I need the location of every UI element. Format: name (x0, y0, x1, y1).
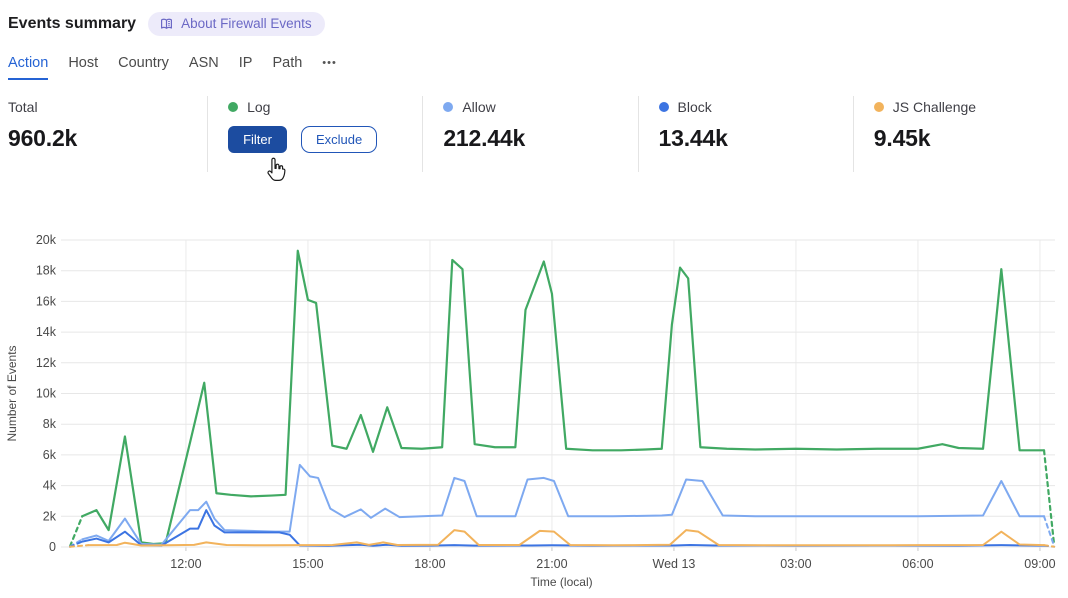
stat-label-row: Block (658, 98, 853, 116)
header: Events summary About Firewall Events (0, 0, 1068, 36)
stat-label: Total (8, 98, 38, 115)
stat-label-row: Log (228, 98, 422, 116)
x-tick-label: 12:00 (170, 557, 201, 571)
y-tick-label: 12k (36, 356, 57, 370)
chart-axis-labels: 0 2k 4k 6k 8k 10k 12k 14k 16k 18k 20k 12:00 15:00 18:… (5, 233, 1056, 589)
y-tick-label: 6k (43, 448, 57, 462)
tab-asn[interactable]: ASN (189, 56, 219, 80)
x-tick-label: 03:00 (780, 557, 811, 571)
tab-ip[interactable]: IP (239, 56, 253, 80)
stat-label-row: Allow (443, 98, 637, 116)
stat-card-allow[interactable]: Allow 212.44k (422, 95, 637, 172)
stat-card-block[interactable]: Block 13.44k (637, 95, 853, 172)
tabs-overflow-button[interactable]: ••• (322, 57, 337, 80)
page-title: Events summary (8, 15, 137, 32)
chart-grid (61, 239, 1055, 551)
stat-label: Log (247, 98, 271, 115)
tab-host[interactable]: Host (68, 56, 98, 80)
x-tick-label: 06:00 (902, 557, 933, 571)
y-tick-label: 10k (36, 387, 57, 401)
x-tick-label: 18:00 (414, 557, 445, 571)
y-tick-label: 4k (43, 479, 57, 493)
y-tick-label: 18k (36, 264, 57, 278)
x-tick-label: Wed 13 (653, 557, 696, 571)
y-tick-label: 16k (36, 294, 57, 308)
stat-value-js-challenge: 9.45k (873, 124, 931, 151)
tab-country[interactable]: Country (118, 56, 169, 80)
groupby-tabs: Action Host Country ASN IP Path ••• (0, 36, 1068, 80)
stat-label: Allow (462, 98, 496, 115)
stat-label: JS Challenge (892, 98, 977, 115)
legend-dot-allow (443, 101, 454, 112)
stat-label: Block (677, 98, 712, 115)
tab-path[interactable]: Path (272, 56, 302, 80)
y-tick-label: 8k (43, 417, 57, 431)
x-tick-label: 15:00 (292, 557, 323, 571)
stat-label-row: Total (8, 98, 207, 116)
x-axis-title: Time (local) (530, 575, 592, 589)
y-axis-title: Number of Events (5, 345, 19, 441)
x-tick-label: 21:00 (536, 557, 567, 571)
legend-dot-log (228, 101, 239, 112)
stat-value-allow: 212.44k (443, 124, 526, 151)
y-tick-label: 2k (43, 509, 57, 523)
stats-row: Total 960.2k Log Filter Exclude Allow 212.44k B… (0, 95, 1068, 172)
stat-card-js-challenge[interactable]: JS Challenge 9.45k (852, 95, 1068, 172)
stat-card-log[interactable]: Log Filter Exclude (207, 95, 422, 172)
tab-action[interactable]: Action (8, 56, 49, 80)
stat-card-total[interactable]: Total 960.2k (0, 96, 207, 172)
about-firewall-events-badge[interactable]: About Firewall Events (148, 12, 325, 36)
badge-label: About Firewall Events (181, 16, 312, 31)
events-chart: 0 2k 4k 6k 8k 10k 12k 14k 16k 18k 20k 12:00 15:00 18:… (5, 233, 1056, 589)
y-tick-label: 14k (36, 325, 57, 339)
x-tick-label: 09:00 (1024, 557, 1055, 571)
stat-label-row: JS Challenge (873, 98, 1068, 116)
filter-button[interactable]: Filter (228, 125, 287, 153)
stat-value-block: 13.44k (658, 124, 728, 151)
y-tick-label: 20k (36, 233, 57, 247)
stat-value-total: 960.2k (8, 124, 78, 151)
legend-dot-js-challenge (873, 101, 884, 112)
book-icon (159, 17, 174, 31)
y-tick-label: 0 (49, 540, 56, 554)
log-line (68, 249, 1056, 548)
stat-hover-actions: Filter Exclude (228, 125, 422, 153)
exclude-button[interactable]: Exclude (300, 125, 378, 153)
events-chart-area: 0 2k 4k 6k 8k 10k 12k 14k 16k 18k 20k 12:00 15:00 18:… (0, 228, 1068, 598)
legend-dot-block (658, 101, 669, 112)
js-challenge-line (69, 529, 1056, 548)
allow-line (69, 463, 1056, 548)
